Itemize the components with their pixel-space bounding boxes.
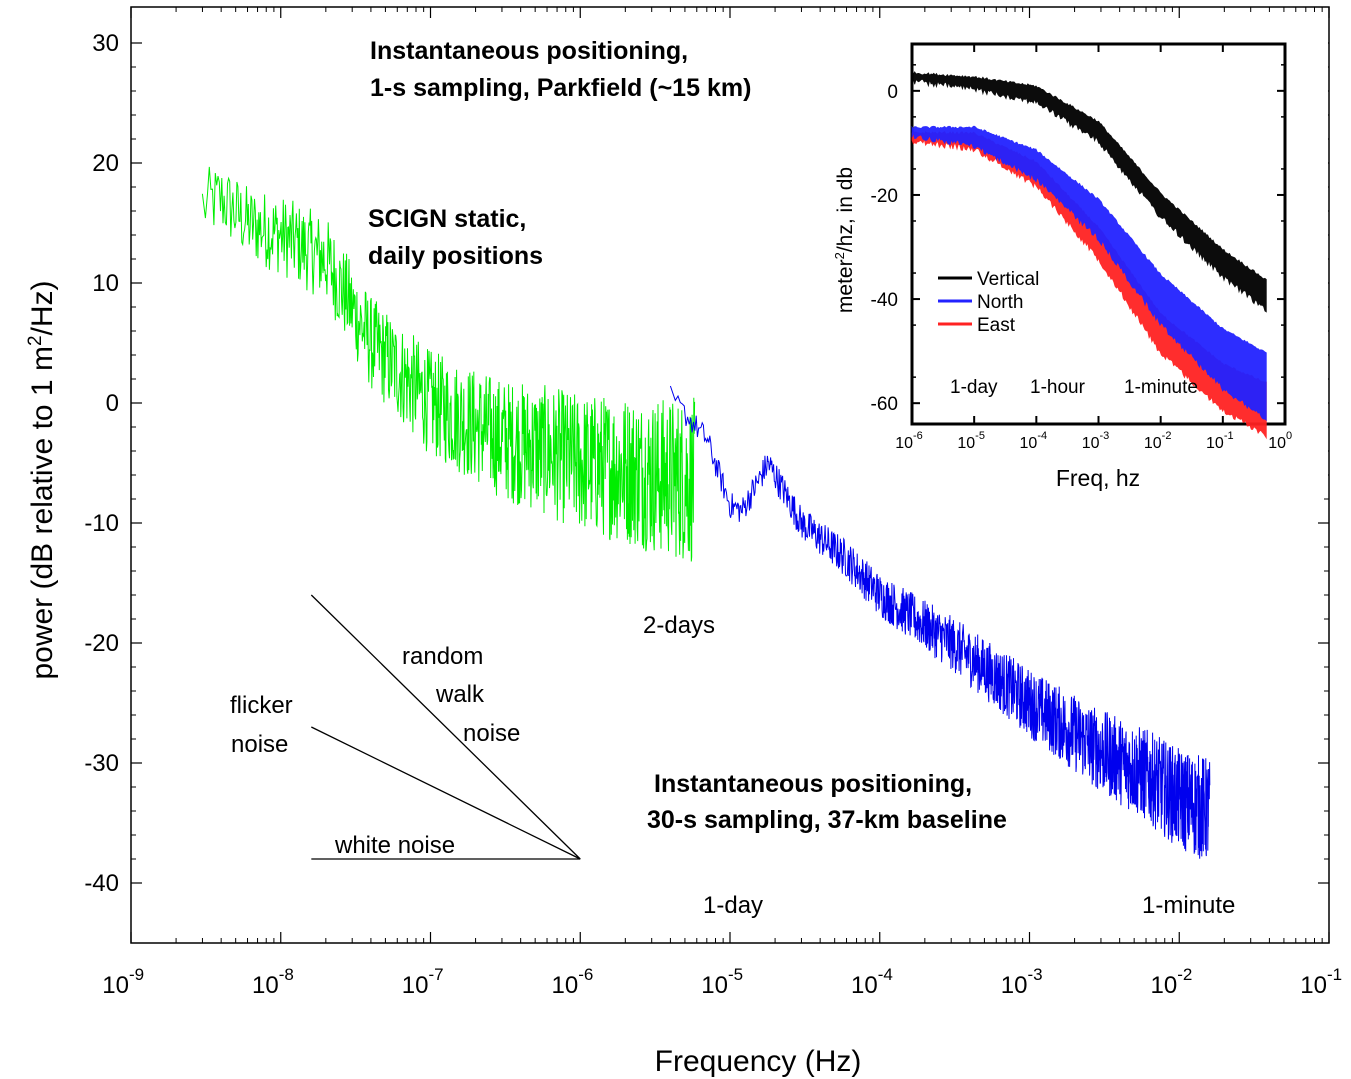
inset-y-axis-label-tail: /hz, in db: [834, 167, 857, 252]
x-tick-label-exponent: -9: [129, 965, 144, 984]
annotation-top-line1: Instantaneous positioning,: [370, 37, 688, 65]
inset-y-axis-label-sup: 2: [832, 252, 847, 259]
y-axis-label: power (dB relative to 1 m2/Hz): [25, 280, 59, 679]
inset-y-axis-label: meter2/hz, in db: [832, 167, 857, 313]
x-tick-label-base: 10: [1001, 972, 1028, 999]
inset-y-axis-label-main: meter: [834, 259, 857, 313]
y-tick-label: -30: [84, 750, 119, 777]
inset-x-tick-label-exponent: -2: [1162, 430, 1172, 442]
x-tick-label-base: 10: [851, 972, 878, 999]
annotation-flicker-line2: noise: [231, 731, 288, 758]
inset-x-tick-label-base: 10: [1268, 435, 1286, 452]
y-tick-label: 0: [106, 390, 119, 417]
inset-series-group: [911, 71, 1267, 440]
inset-x-tick-label-exponent: -5: [975, 430, 985, 442]
annotation-random-line3: noise: [463, 720, 520, 747]
x-tick-label-exponent: -7: [429, 965, 444, 984]
inset-x-tick-label-exponent: -3: [1100, 430, 1110, 442]
inset-y-tick-label: -20: [871, 186, 898, 207]
x-tick-label-base: 10: [701, 972, 728, 999]
y-axis-label-main: power (dB relative to 1 m: [26, 346, 59, 679]
inset-north-series-band: [911, 125, 1267, 422]
scign-static-series-line: [201, 166, 696, 562]
inset-x-tick-label-exponent: -1: [1224, 430, 1234, 442]
annotation-one-minute: 1-minute: [1142, 892, 1235, 919]
x-tick-label-exponent: -1: [1327, 965, 1342, 984]
annotation-top-line2: 1-s sampling, Parkfield (~15 km): [370, 74, 751, 102]
inset-period-label-hour: 1-hour: [1030, 377, 1086, 398]
inset-x-tick-label-base: 10: [1144, 435, 1162, 452]
x-tick-label-base: 10: [402, 972, 429, 999]
inset-x-axis-label: Freq, hz: [1056, 465, 1140, 491]
inset-legend-label-north: North: [977, 292, 1023, 313]
inset-vertical-series-band: [911, 71, 1267, 313]
x-tick-label-base: 10: [552, 972, 579, 999]
annotation-inst30-line2: 30-s sampling, 37-km baseline: [647, 806, 1007, 834]
inset-y-tick-label: -40: [871, 290, 898, 311]
annotation-white-noise: white noise: [334, 832, 455, 859]
inset-x-tick-label-base: 10: [1206, 435, 1224, 452]
annotation-two-days: 2-days: [643, 612, 715, 639]
annotation-one-day: 1-day: [703, 892, 763, 919]
annotation-scign-line1: SCIGN static,: [368, 205, 526, 233]
y-tick-label: -20: [84, 630, 119, 657]
x-tick-label-base: 10: [102, 972, 129, 999]
x-tick-label-exponent: -4: [878, 965, 893, 984]
y-tick-label: -40: [84, 870, 119, 897]
x-tick-label-base: 10: [1151, 972, 1178, 999]
inset-x-tick-label-base: 10: [895, 435, 913, 452]
x-tick-label-exponent: -6: [578, 965, 593, 984]
inset-y-tick-label: -60: [871, 394, 898, 415]
inset-x-tick-label-base: 10: [1020, 435, 1038, 452]
inset-y-tick-label: 0: [887, 82, 898, 103]
noise-reference-lines: [310, 594, 581, 860]
x-tick-label-exponent: -2: [1177, 965, 1192, 984]
annotation-inst30-line1: Instantaneous positioning,: [654, 770, 972, 798]
inset-x-tick-label-exponent: -6: [913, 430, 923, 442]
annotation-scign-line2: daily positions: [368, 242, 543, 270]
inset-x-tick-label-exponent: -4: [1037, 430, 1047, 442]
inset-legend-label-vertical: Vertical: [977, 269, 1039, 290]
y-tick-label: -10: [84, 510, 119, 537]
x-tick-label-base: 10: [252, 972, 279, 999]
y-tick-label: 30: [92, 30, 119, 57]
flicker-reference-line: [311, 726, 581, 860]
y-tick-label: 20: [92, 150, 119, 177]
inset-x-tick-label-base: 10: [957, 435, 975, 452]
x-tick-label-exponent: -5: [728, 965, 743, 984]
inset-legend-label-east: East: [977, 315, 1016, 336]
inset-period-label-minute: 1-minute: [1124, 377, 1198, 398]
x-tick-label-base: 10: [1300, 972, 1327, 999]
y-axis-label-tail: /Hz): [26, 280, 59, 335]
x-tick-label-exponent: -8: [279, 965, 294, 984]
random-walk-reference-line: [310, 594, 581, 860]
annotation-flicker-line1: flicker: [230, 692, 293, 719]
inset-x-tick-label-base: 10: [1082, 435, 1100, 452]
y-tick-label: 10: [92, 270, 119, 297]
y-axis-label-sup: 2: [25, 335, 46, 346]
annotation-random-line2: walk: [435, 681, 485, 708]
annotation-random-line1: random: [402, 643, 483, 670]
instantaneous-30s-series-line: [669, 385, 1211, 859]
x-tick-label-exponent: -3: [1028, 965, 1043, 984]
x-axis-label: Frequency (Hz): [655, 1045, 862, 1078]
main-series-group: [201, 166, 1211, 859]
inset-x-tick-label-exponent: 0: [1286, 430, 1292, 442]
inset-period-label-day: 1-day: [950, 377, 998, 398]
